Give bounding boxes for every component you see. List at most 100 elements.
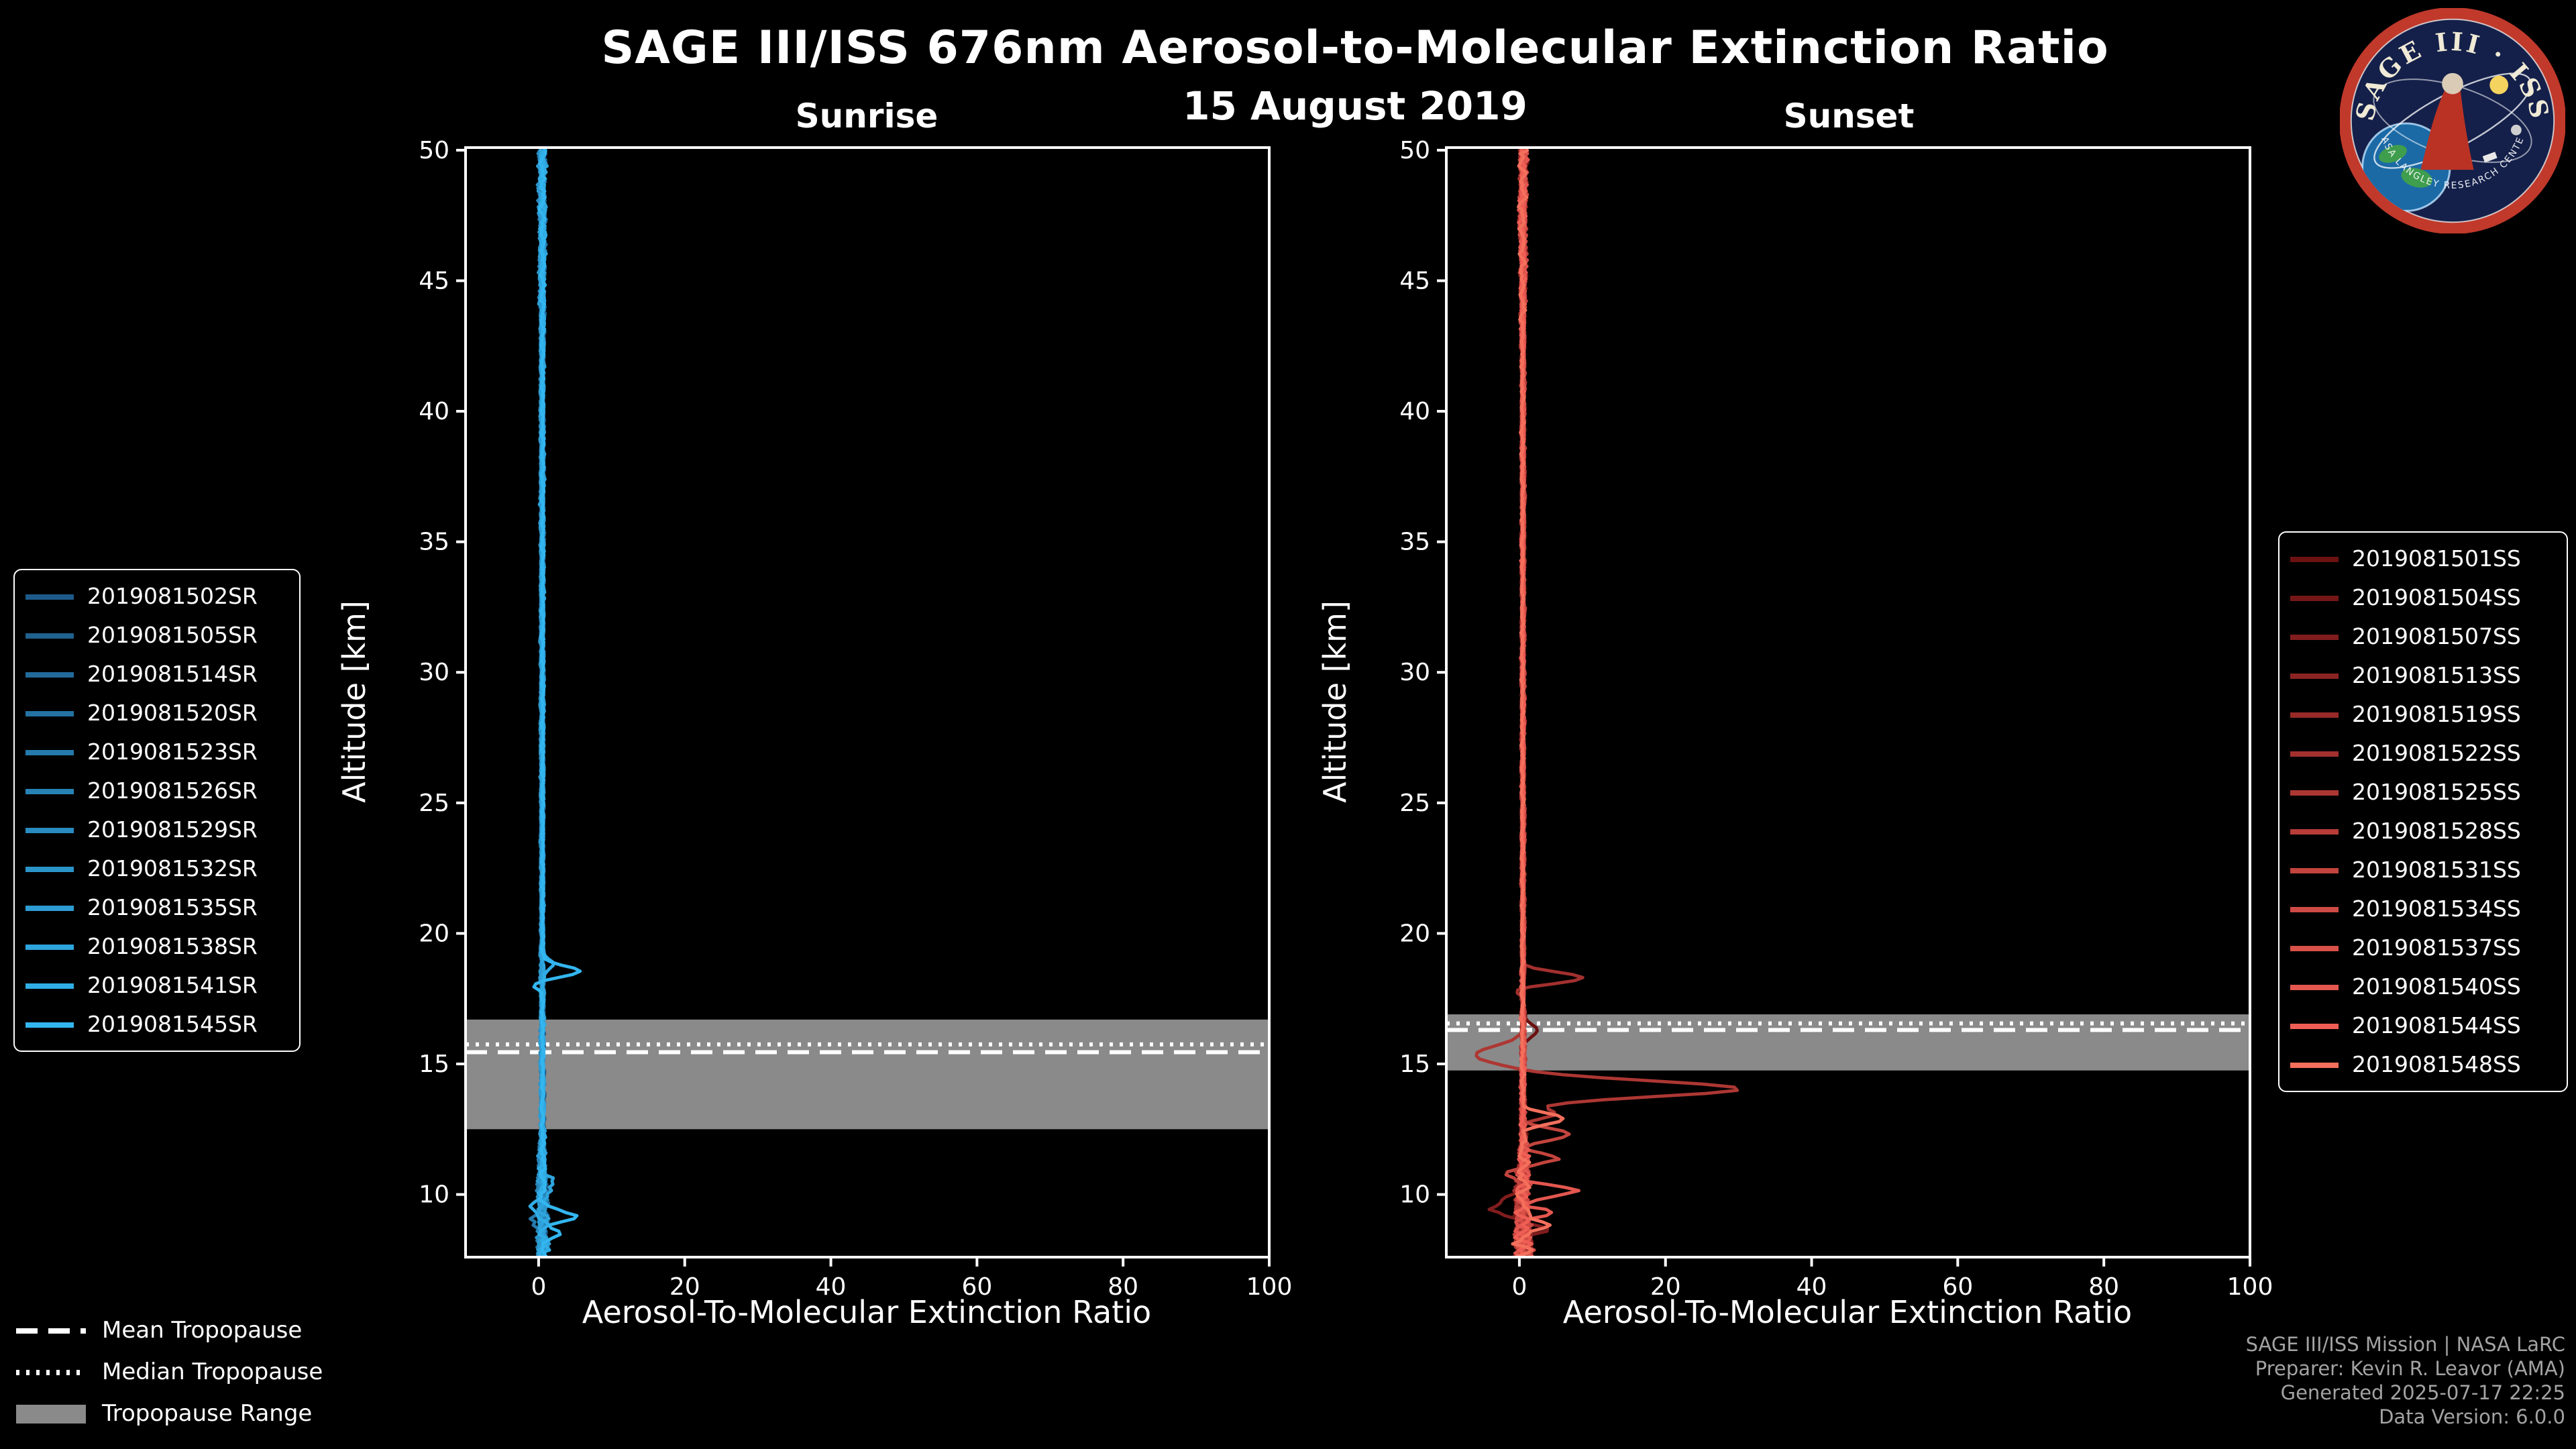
legend-line-swatch xyxy=(2290,712,2339,717)
robed-figure-icon xyxy=(2420,90,2474,170)
legend-line-swatch xyxy=(25,827,74,833)
y-tick-label: 25 xyxy=(419,790,449,817)
sunrise-tropopause-range-band xyxy=(466,1019,1269,1130)
tropopause-range-patch-swatch xyxy=(16,1405,86,1424)
tropopause-range-legend-item: Tropopause Range xyxy=(16,1395,323,1433)
legend-item-2019081528SS: 2019081528SS xyxy=(2290,812,2556,851)
mean-tropopause-label: Mean Tropopause xyxy=(102,1318,303,1344)
mean-tropopause-legend-item: Mean Tropopause xyxy=(16,1312,323,1350)
legend-label: 2019081514SR xyxy=(87,661,258,687)
legend-label: 2019081540SS xyxy=(2352,974,2521,1000)
legend-line-swatch xyxy=(2290,595,2339,600)
chart-title: SAGE III/ISS 676nm Aerosol-to-Molecular … xyxy=(601,21,2109,75)
x-tick-label: 20 xyxy=(669,1273,700,1301)
legend-line-swatch xyxy=(25,633,74,638)
legend-item-2019081531SS: 2019081531SS xyxy=(2290,851,2556,890)
legend-label: 2019081525SS xyxy=(2352,780,2521,805)
legend-line-swatch xyxy=(25,749,74,755)
legend-item-2019081541SR: 2019081541SR xyxy=(25,966,288,1005)
x-tick-label: 80 xyxy=(1108,1273,1138,1301)
y-tick-label: 50 xyxy=(419,137,449,164)
legend-item-2019081522SS: 2019081522SS xyxy=(2290,734,2556,773)
x-tick-label: 20 xyxy=(1650,1273,1681,1301)
legend-line-swatch xyxy=(2290,673,2339,678)
legend-line-swatch xyxy=(25,672,74,677)
y-tick-label: 35 xyxy=(1399,529,1430,556)
legend-line-swatch xyxy=(2290,1062,2339,1067)
legend-label: 2019081538SR xyxy=(87,934,258,959)
x-tick-label: 40 xyxy=(816,1273,847,1301)
legend-line-swatch xyxy=(2290,556,2339,561)
legend-item-2019081525SS: 2019081525SS xyxy=(2290,773,2556,812)
legend-item-2019081548SS: 2019081548SS xyxy=(2290,1045,2556,1084)
legend-line-swatch xyxy=(2290,867,2339,873)
sunrise-y-axis-label: Altitude [km] xyxy=(336,600,372,803)
legend-item-2019081540SS: 2019081540SS xyxy=(2290,967,2556,1006)
y-tick-label: 10 xyxy=(419,1181,449,1209)
series-line-2019081548SS xyxy=(1511,148,1565,1257)
sunrise-panel-title: Sunrise xyxy=(795,97,938,136)
sunset-tropopause-range-band xyxy=(1446,1014,2250,1071)
legend-line-swatch xyxy=(25,944,74,949)
legend-label: 2019081502SR xyxy=(87,584,258,609)
legend-item-2019081501SS: 2019081501SS xyxy=(2290,539,2556,578)
legend-line-swatch xyxy=(2290,790,2339,795)
sun-icon xyxy=(2489,75,2509,95)
satellite-icon xyxy=(2482,152,2498,163)
median-tropopause-legend-item: Median Tropopause xyxy=(16,1354,323,1391)
mean-tropopause-dashed-swatch xyxy=(16,1328,86,1334)
y-tick-label: 15 xyxy=(1399,1051,1430,1078)
legend-label: 2019081520SR xyxy=(87,700,258,726)
sunrise-series-legend: 2019081502SR 2019081505SR 2019081514SR 2019… xyxy=(13,569,301,1052)
legend-label: 2019081513SS xyxy=(2352,663,2521,688)
sunset-series-legend: 2019081501SS 2019081504SS 2019081507SS 2019… xyxy=(2278,531,2568,1092)
legend-line-swatch xyxy=(25,788,74,794)
y-tick-label: 10 xyxy=(1399,1181,1430,1209)
y-tick-label: 20 xyxy=(419,920,449,947)
y-tick-label: 30 xyxy=(1399,659,1430,686)
y-tick-label: 15 xyxy=(419,1051,449,1078)
legend-label: 2019081541SR xyxy=(87,973,258,998)
sunset-x-axis-label: Aerosol-To-Molecular Extinction Ratio xyxy=(1562,1296,2133,1331)
legend-item-2019081535SR: 2019081535SR xyxy=(25,888,288,927)
legend-line-swatch xyxy=(25,983,74,988)
series-line-2019081507SS xyxy=(1487,148,1550,1257)
legend-line-swatch xyxy=(2290,945,2339,951)
x-tick-label: 0 xyxy=(1511,1273,1527,1301)
y-tick-label: 45 xyxy=(1399,267,1430,294)
attribution-data-version: Data Version: 6.0.0 xyxy=(2379,1407,2565,1429)
y-tick-label: 45 xyxy=(419,267,449,294)
moon-icon xyxy=(2510,124,2522,136)
attribution-block: SAGE III/ISS Mission | NASA LaRC Prepare… xyxy=(2246,1334,2565,1430)
attribution-preparer: Preparer: Kevin R. Leavor (AMA) xyxy=(2255,1359,2565,1381)
y-tick-label: 30 xyxy=(419,659,449,686)
y-tick-label: 25 xyxy=(1399,790,1430,817)
legend-item-2019081504SS: 2019081504SS xyxy=(2290,578,2556,617)
x-tick-label: 100 xyxy=(2227,1273,2273,1301)
legend-line-swatch xyxy=(25,594,74,599)
y-tick-label: 50 xyxy=(1399,137,1430,164)
series-line-2019081545SR xyxy=(532,148,582,1257)
legend-item-2019081529SR: 2019081529SR xyxy=(25,810,288,849)
sunset-panel-title: Sunset xyxy=(1783,97,1915,136)
x-tick-label: 60 xyxy=(1942,1273,1973,1301)
y-tick-label: 35 xyxy=(419,529,449,556)
legend-label: 2019081548SS xyxy=(2352,1052,2521,1077)
legend-item-2019081537SS: 2019081537SS xyxy=(2290,928,2556,967)
legend-label: 2019081529SR xyxy=(87,817,258,843)
legend-item-2019081534SS: 2019081534SS xyxy=(2290,890,2556,928)
legend-label: 2019081531SS xyxy=(2352,857,2521,883)
legend-item-2019081507SS: 2019081507SS xyxy=(2290,617,2556,656)
series-line-2019081525SS xyxy=(1474,148,1739,1257)
sunset-plot-frame xyxy=(1445,146,2251,1258)
sunrise-x-axis-label: Aerosol-To-Molecular Extinction Ratio xyxy=(582,1296,1152,1331)
legend-line-swatch xyxy=(2290,1023,2339,1028)
legend-item-2019081526SR: 2019081526SR xyxy=(25,771,288,810)
x-tick-label: 80 xyxy=(2088,1273,2119,1301)
legend-label: 2019081537SS xyxy=(2352,935,2521,961)
legend-label: 2019081505SR xyxy=(87,623,258,648)
x-tick-label: 0 xyxy=(531,1273,546,1301)
sunset-y-axis-label: Altitude [km] xyxy=(1317,600,1353,803)
